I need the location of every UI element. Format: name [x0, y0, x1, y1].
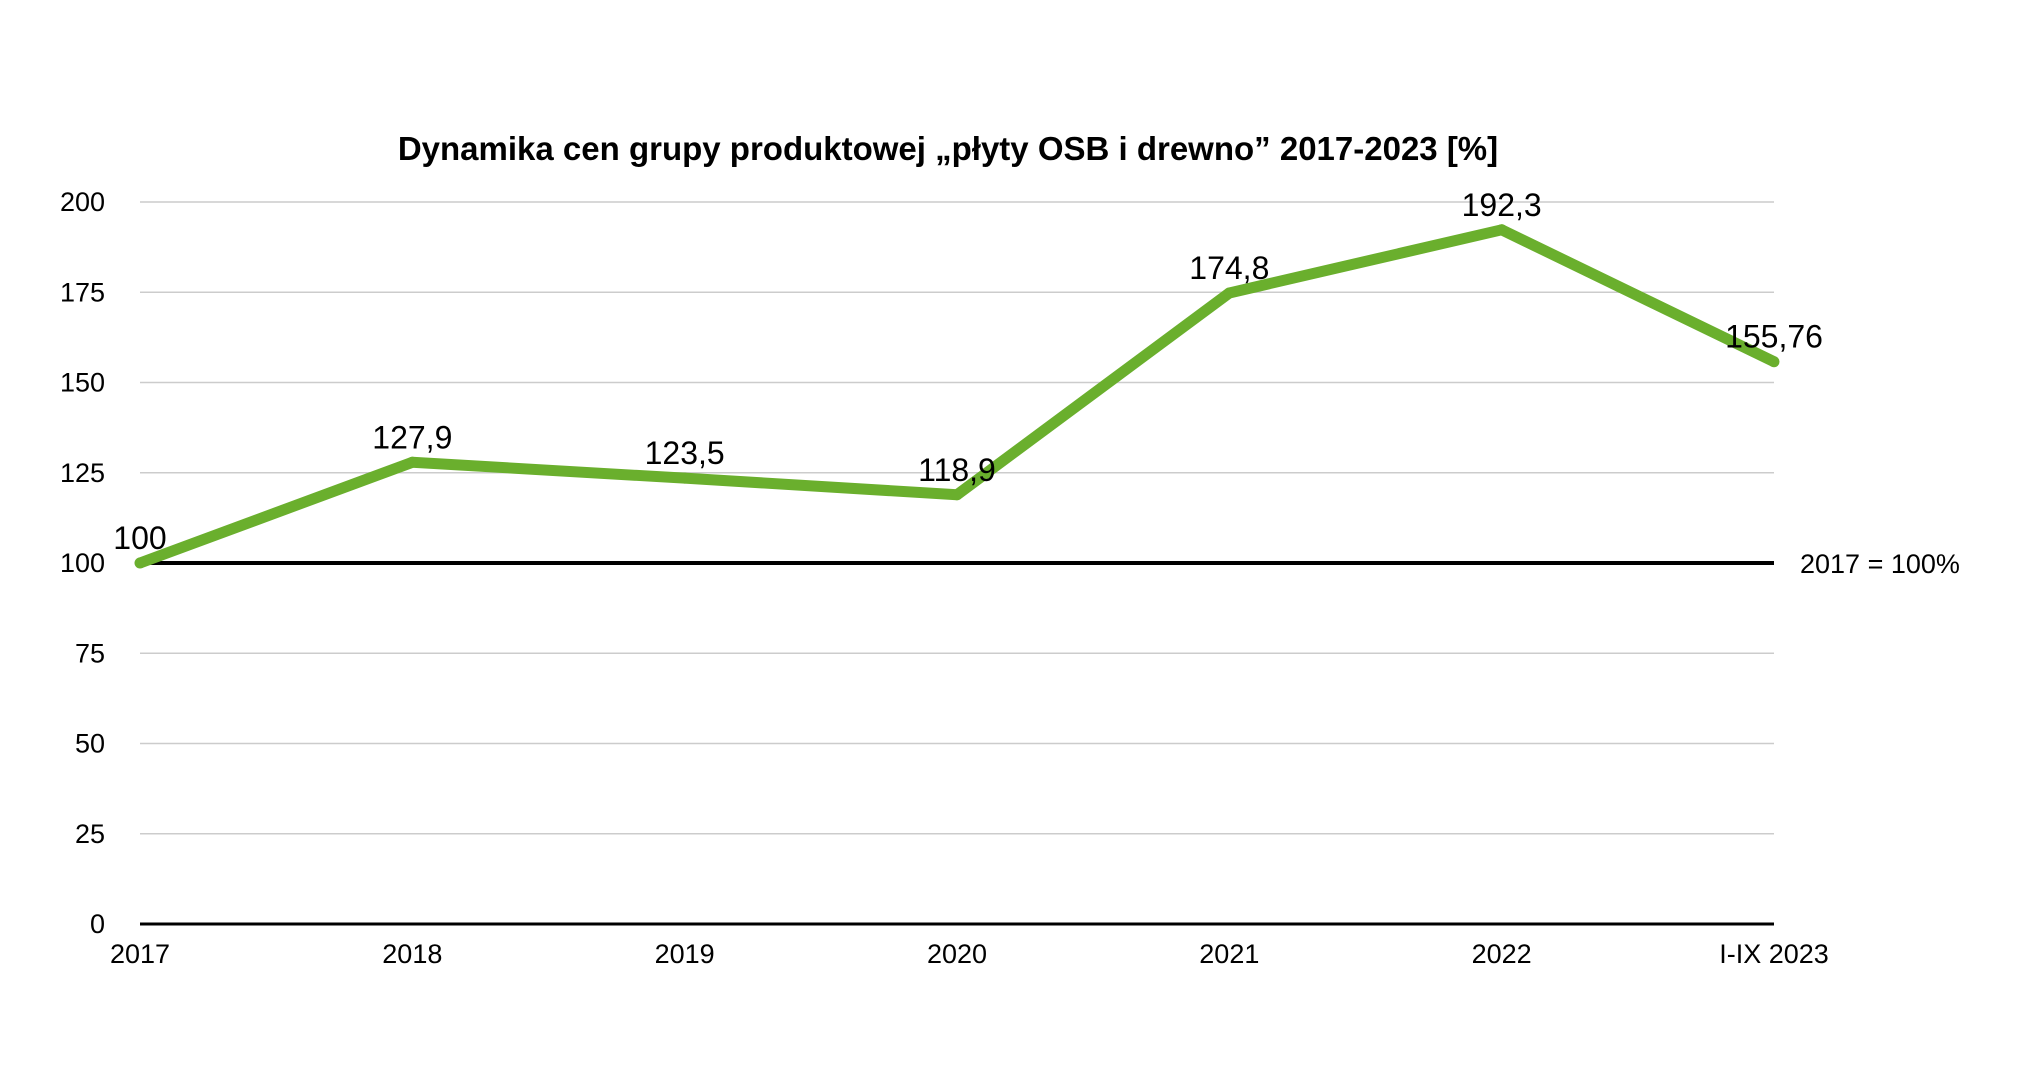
series-group	[134, 224, 1780, 569]
reference-line-group: 2017 = 100%	[140, 549, 1960, 579]
data-labels: 100 127,9 123,5 118,9 174,8 192,3 155,76	[113, 187, 1823, 556]
chart-title: Dynamika cen grupy produktowej „płyty OS…	[398, 130, 1498, 167]
axes: 0 25 50 75 100 125 150 175 200 2017 2018 2019 2020 20…	[60, 187, 1829, 969]
data-label: 100	[113, 520, 166, 556]
data-label: 127,9	[372, 419, 452, 455]
data-point	[1496, 224, 1508, 236]
reference-line-label: 2017 = 100%	[1800, 549, 1960, 579]
x-tick-label: 2019	[655, 939, 715, 969]
y-tick-label: 200	[60, 187, 105, 217]
x-tick-label: 2022	[1472, 939, 1532, 969]
series-line-0	[138, 224, 1777, 569]
x-tick-label: 2018	[382, 939, 442, 969]
x-tick-label: 2017	[110, 939, 170, 969]
grid-lines	[140, 201, 1774, 835]
y-tick-label: 50	[75, 729, 105, 759]
data-point	[406, 456, 418, 468]
data-point	[951, 489, 963, 501]
x-tick-label: 2021	[1199, 939, 1259, 969]
x-tick-label: 2020	[927, 939, 987, 969]
y-tick-label: 0	[90, 909, 105, 939]
y-tick-label: 175	[60, 277, 105, 307]
data-label: 123,5	[645, 435, 725, 471]
y-tick-label: 150	[60, 368, 105, 398]
y-tick-label: 125	[60, 458, 105, 488]
data-label: 192,3	[1462, 187, 1542, 223]
data-point	[134, 557, 146, 569]
data-point	[679, 472, 691, 484]
x-tick-label: I-IX 2023	[1719, 939, 1829, 969]
data-label: 118,9	[918, 452, 996, 488]
data-point	[1223, 287, 1235, 299]
data-point	[1768, 356, 1780, 368]
y-tick-label: 100	[60, 548, 105, 578]
y-tick-label: 25	[75, 819, 105, 849]
y-tick-label: 75	[75, 638, 105, 668]
data-label: 174,8	[1189, 250, 1269, 286]
data-label: 155,76	[1725, 319, 1823, 355]
